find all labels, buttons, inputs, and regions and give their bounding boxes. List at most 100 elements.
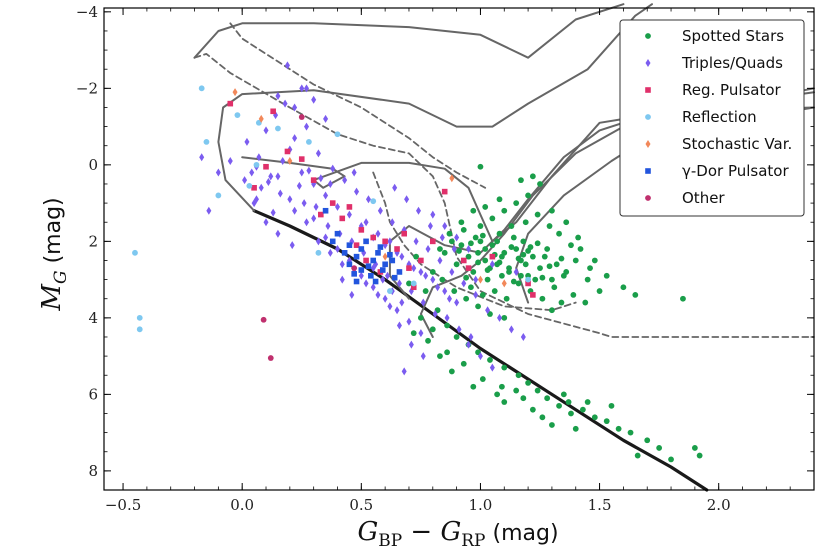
spotted-point	[520, 251, 527, 258]
spotted-point	[608, 402, 615, 409]
scatter-points-layer	[132, 61, 703, 463]
spotted-point	[513, 200, 520, 206]
triples-point	[439, 233, 445, 242]
triples-point	[408, 340, 414, 349]
triples-point	[304, 84, 310, 93]
pulsator-point	[310, 177, 317, 183]
gdor-point	[358, 246, 365, 252]
spotted-point	[534, 240, 541, 247]
stochastic-point	[477, 275, 483, 284]
triples-point	[349, 290, 355, 299]
triples-point	[442, 287, 448, 296]
spotted-point	[518, 272, 524, 279]
triples-point	[473, 275, 479, 284]
triples-point	[354, 187, 360, 196]
triples-point	[427, 222, 433, 231]
spotted-point	[549, 422, 555, 428]
spotted-point	[437, 353, 443, 360]
triples-point	[377, 206, 383, 215]
legend-marker-triples	[645, 59, 651, 67]
spotted-point	[551, 284, 558, 291]
spotted-point	[534, 387, 541, 394]
triples-point	[454, 298, 460, 307]
legend-marker-reflection	[645, 114, 651, 120]
spotted-point	[563, 219, 570, 226]
other-point	[351, 265, 358, 272]
triples-point	[385, 271, 391, 280]
series-other	[260, 114, 358, 361]
spotted-point	[620, 284, 627, 291]
spotted-point	[494, 238, 501, 245]
pulsator-point	[270, 108, 276, 115]
pulsator-point	[263, 163, 269, 170]
spotted-point	[656, 445, 663, 451]
spotted-point	[456, 248, 462, 254]
spotted-point	[529, 406, 536, 413]
pulsator-point	[429, 238, 436, 245]
spotted-point	[468, 240, 474, 247]
triples-point	[437, 256, 443, 265]
spotted-point	[506, 265, 512, 272]
spotted-point	[489, 242, 496, 249]
isochrone-2-line	[193, 3, 625, 59]
spotted-point	[518, 177, 524, 184]
triples-point	[242, 176, 248, 185]
triples-point	[299, 168, 305, 177]
spotted-point	[515, 255, 522, 262]
spotted-point	[556, 402, 562, 409]
gdor-point	[377, 244, 384, 250]
reflection-point	[370, 198, 377, 205]
spotted-point	[591, 414, 598, 421]
triples-point	[311, 214, 317, 223]
pulsator-point	[418, 257, 424, 264]
spotted-point	[582, 299, 589, 306]
triples-point	[389, 218, 395, 227]
reflection-point	[315, 249, 322, 256]
spotted-point	[537, 265, 543, 272]
triples-point	[387, 302, 393, 311]
spotted-point	[475, 303, 481, 310]
pulsator-point	[339, 215, 346, 222]
y-tick-label: 8	[88, 462, 98, 480]
spotted-point	[441, 249, 448, 256]
triples-point	[265, 178, 271, 187]
spotted-point	[429, 269, 436, 275]
isochrone-4-line	[388, 91, 815, 300]
triples-point	[396, 279, 402, 288]
spotted-point	[556, 230, 562, 237]
spotted-point	[591, 257, 598, 264]
triples-point	[420, 352, 426, 361]
gdor-point	[365, 263, 372, 270]
spotted-point	[520, 395, 527, 402]
triples-point	[365, 195, 371, 204]
spotted-point	[587, 265, 593, 272]
spotted-point	[477, 223, 484, 229]
legend-marker-pulsator	[645, 87, 651, 93]
triples-point	[277, 189, 283, 198]
triples-point	[296, 181, 302, 190]
spotted-point	[525, 248, 531, 254]
triples-point	[456, 325, 462, 334]
spotted-point	[425, 337, 431, 344]
reflection-point	[275, 125, 281, 132]
spotted-point	[546, 263, 553, 270]
triples-point	[323, 233, 329, 242]
reflection-point	[198, 85, 205, 92]
triples-point	[339, 260, 345, 269]
spotted-point	[544, 246, 551, 252]
triples-point	[287, 195, 293, 204]
gdor-point	[382, 261, 388, 268]
pulsator-point	[318, 211, 324, 218]
pulsator-point	[525, 280, 531, 287]
spotted-point	[541, 253, 548, 260]
triples-point	[513, 267, 519, 276]
reflection-point	[387, 288, 393, 294]
spotted-point	[406, 280, 412, 287]
triples-point	[275, 172, 281, 181]
gdor-point	[346, 261, 353, 268]
spotted-point	[458, 219, 465, 226]
reflection-point	[525, 276, 531, 283]
x-tick-label: 0.5	[349, 496, 373, 514]
gdor-point	[341, 250, 348, 256]
triples-point	[444, 313, 450, 322]
